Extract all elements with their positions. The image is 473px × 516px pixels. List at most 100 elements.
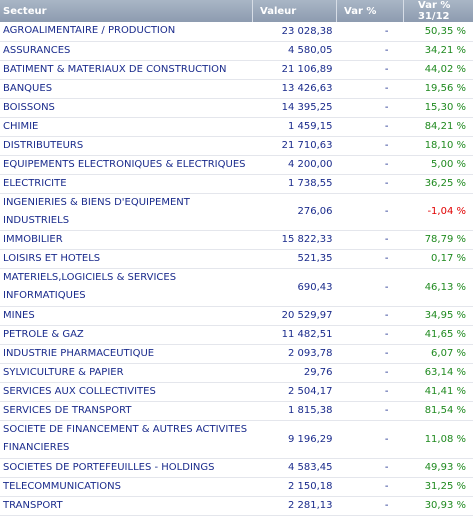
daily-change-cell: - [337,155,404,174]
ytd-change-cell: 63,14 % [404,363,473,382]
table-row[interactable]: MATERIELS,LOGICIELS & SERVICES INFORMATI… [0,268,473,306]
daily-change-cell: - [337,230,404,249]
sector-name-cell: MINES [0,306,253,325]
value-cell: 2 150,18 [253,477,337,496]
daily-change-cell: - [337,268,404,306]
ytd-change-cell: 81,54 % [404,401,473,420]
sector-name-cell: ELECTRICITE [0,174,253,193]
ytd-change-cell: 19,56 % [404,79,473,98]
sector-name-cell: INDUSTRIE PHARMACEUTIQUE [0,344,253,363]
ytd-change-cell: 84,21 % [404,117,473,136]
daily-change-cell: - [337,363,404,382]
column-header-var[interactable]: Var % [337,0,404,22]
daily-change-cell: - [337,249,404,268]
table-row[interactable]: SOCIETE DE FINANCEMENT & AUTRES ACTIVITE… [0,420,473,458]
daily-change-cell: - [337,420,404,458]
header-row: Secteur Valeur Var % Var % 31/12 [0,0,473,22]
sector-name-cell: EQUIPEMENTS ELECTRONIQUES & ELECTRIQUES [0,155,253,174]
daily-change-cell: - [337,174,404,193]
daily-change-cell: - [337,306,404,325]
ytd-change-cell: 0,17 % [404,249,473,268]
sector-name-cell: IMMOBILIER [0,230,253,249]
value-cell: 1 738,55 [253,174,337,193]
ytd-change-cell: 44,02 % [404,60,473,79]
value-cell: 23 028,38 [253,22,337,41]
daily-change-cell: - [337,344,404,363]
value-cell: 521,35 [253,249,337,268]
sector-name-cell: TELECOMMUNICATIONS [0,477,253,496]
value-cell: 20 529,97 [253,306,337,325]
value-cell: 29,76 [253,363,337,382]
daily-change-cell: - [337,117,404,136]
daily-change-cell: - [337,401,404,420]
value-cell: 21 710,63 [253,136,337,155]
ytd-change-cell: 46,13 % [404,268,473,306]
daily-change-cell: - [337,22,404,41]
daily-change-cell: - [337,382,404,401]
value-cell: 14 395,25 [253,98,337,117]
value-cell: 13 426,63 [253,79,337,98]
value-cell: 11 482,51 [253,325,337,344]
daily-change-cell: - [337,136,404,155]
column-header-valeur[interactable]: Valeur [253,0,337,22]
ytd-change-cell: 11,08 % [404,420,473,458]
daily-change-cell: - [337,60,404,79]
value-cell: 4 580,05 [253,41,337,60]
sector-name-cell: MATERIELS,LOGICIELS & SERVICES INFORMATI… [0,268,253,306]
sector-name-cell: AGROALIMENTAIRE / PRODUCTION [0,22,253,41]
value-cell: 9 196,29 [253,420,337,458]
sector-name-cell: SYLVICULTURE & PAPIER [0,363,253,382]
daily-change-cell: - [337,458,404,477]
sector-name-cell: BOISSONS [0,98,253,117]
sector-name-cell: PETROLE & GAZ [0,325,253,344]
ytd-change-cell: 78,79 % [404,230,473,249]
sector-name-cell: DISTRIBUTEURS [0,136,253,155]
value-cell: 276,06 [253,193,337,230]
ytd-change-cell: 18,10 % [404,136,473,155]
sector-name-cell: CHIMIE [0,117,253,136]
column-header-var-ytd[interactable]: Var % 31/12 [404,0,473,22]
value-cell: 1 459,15 [253,117,337,136]
sector-name-cell: SOCIETES DE PORTEFEUILLES - HOLDINGS [0,458,253,477]
ytd-change-cell: 36,25 % [404,174,473,193]
table-header: Secteur Valeur Var % Var % 31/12 [0,0,473,22]
sector-name-cell: ASSURANCES [0,41,253,60]
sector-name-cell: INGENIERIES & BIENS D'EQUIPEMENT INDUSTR… [0,193,253,230]
ytd-change-cell: 5,00 % [404,155,473,174]
daily-change-cell: - [337,325,404,344]
value-cell: 1 815,38 [253,401,337,420]
table-row[interactable]: INGENIERIES & BIENS D'EQUIPEMENT INDUSTR… [0,193,473,230]
value-cell: 690,43 [253,268,337,306]
daily-change-cell: - [337,193,404,230]
column-header-secteur[interactable]: Secteur [0,0,253,22]
sector-name-cell: SERVICES DE TRANSPORT [0,401,253,420]
sector-name-cell: SERVICES AUX COLLECTIVITES [0,382,253,401]
ytd-change-cell: 6,07 % [404,344,473,363]
daily-change-cell: - [337,79,404,98]
value-cell: 4 200,00 [253,155,337,174]
daily-change-cell: - [337,41,404,60]
value-cell: 2 093,78 [253,344,337,363]
